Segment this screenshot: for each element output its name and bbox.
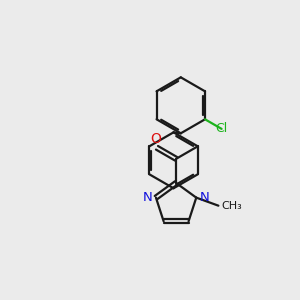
Text: Cl: Cl xyxy=(215,122,228,135)
Text: O: O xyxy=(150,132,161,146)
Text: CH₃: CH₃ xyxy=(221,201,242,211)
Text: N: N xyxy=(143,191,152,204)
Text: N: N xyxy=(200,191,210,204)
